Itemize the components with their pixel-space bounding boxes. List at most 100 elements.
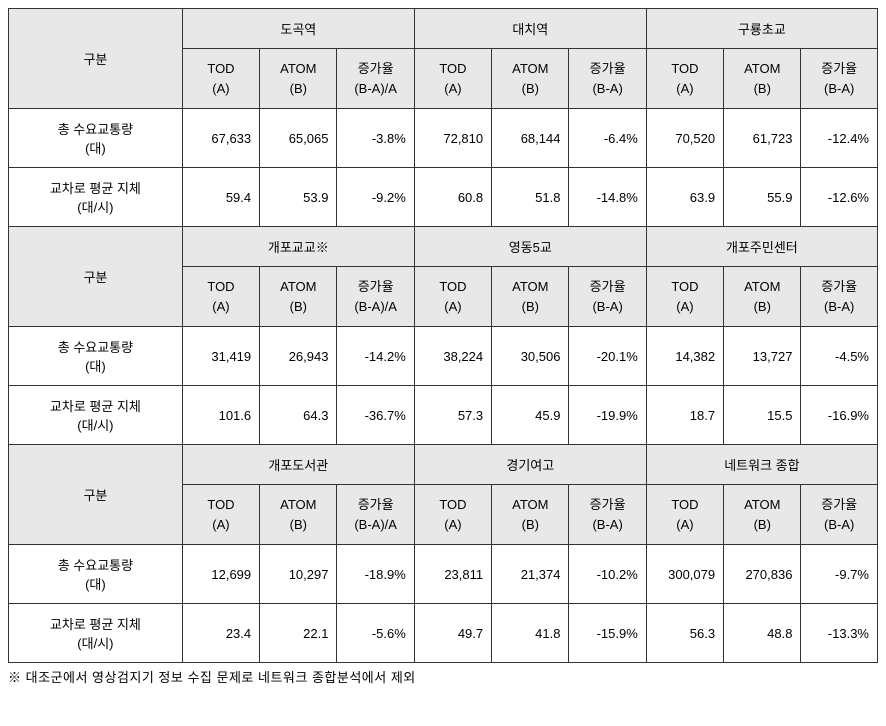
- footnote-text: ※ 대조군에서 영상검지기 정보 수집 문제로 네트워크 종합분석에서 제외: [8, 667, 878, 686]
- data-cell: 72,810: [414, 109, 491, 168]
- tod-header: TOD(A): [646, 49, 723, 109]
- data-cell: 48.8: [724, 604, 801, 663]
- location-header: 대치역: [414, 9, 646, 49]
- category-header: 구분: [9, 227, 183, 327]
- data-cell: -14.8%: [569, 168, 646, 227]
- data-cell: 26,943: [260, 327, 337, 386]
- data-cell: -3.8%: [337, 109, 414, 168]
- location-header: 영동5교: [414, 227, 646, 267]
- data-cell: -6.4%: [569, 109, 646, 168]
- data-cell: 59.4: [182, 168, 259, 227]
- atom-header: ATOM(B): [492, 267, 569, 327]
- category-header: 구분: [9, 9, 183, 109]
- data-cell: 14,382: [646, 327, 723, 386]
- data-cell: 23.4: [182, 604, 259, 663]
- row-label: 교차로 평균 지체(대/시): [9, 386, 183, 445]
- location-header: 개포도서관: [182, 445, 414, 485]
- tod-header: TOD(A): [182, 49, 259, 109]
- row-label: 교차로 평균 지체(대/시): [9, 604, 183, 663]
- data-cell: -36.7%: [337, 386, 414, 445]
- data-cell: -14.2%: [337, 327, 414, 386]
- data-row: 교차로 평균 지체(대/시)101.664.3-36.7%57.345.9-19…: [9, 386, 878, 445]
- atom-header: ATOM(B): [260, 485, 337, 545]
- row-label: 총 수요교통량(대): [9, 327, 183, 386]
- data-cell: 60.8: [414, 168, 491, 227]
- header-row-locations: 구분개포교교※영동5교개포주민센터: [9, 227, 878, 267]
- rate-header: 증가율(B-A): [801, 485, 878, 545]
- data-cell: 38,224: [414, 327, 491, 386]
- data-cell: 45.9: [492, 386, 569, 445]
- data-cell: 51.8: [492, 168, 569, 227]
- row-label: 총 수요교통량(대): [9, 109, 183, 168]
- traffic-comparison-table: 구분도곡역대치역구룡초교TOD(A)ATOM(B)증가율(B-A)/ATOD(A…: [8, 8, 878, 663]
- atom-header: ATOM(B): [260, 49, 337, 109]
- tod-header: TOD(A): [414, 485, 491, 545]
- rate-header: 증가율(B-A)/A: [337, 49, 414, 109]
- data-cell: 65,065: [260, 109, 337, 168]
- data-cell: 12,699: [182, 545, 259, 604]
- data-cell: -4.5%: [801, 327, 878, 386]
- data-cell: 61,723: [724, 109, 801, 168]
- data-cell: 63.9: [646, 168, 723, 227]
- rate-header: 증가율(B-A): [801, 267, 878, 327]
- table-body: 구분도곡역대치역구룡초교TOD(A)ATOM(B)증가율(B-A)/ATOD(A…: [9, 9, 878, 663]
- data-cell: 49.7: [414, 604, 491, 663]
- rate-header: 증가율(B-A): [569, 267, 646, 327]
- data-cell: 300,079: [646, 545, 723, 604]
- location-header: 네트워크 종합: [646, 445, 877, 485]
- rate-header: 증가율(B-A): [569, 49, 646, 109]
- data-cell: -9.7%: [801, 545, 878, 604]
- atom-header: ATOM(B): [260, 267, 337, 327]
- data-cell: 70,520: [646, 109, 723, 168]
- data-cell: 68,144: [492, 109, 569, 168]
- data-cell: 18.7: [646, 386, 723, 445]
- data-cell: 41.8: [492, 604, 569, 663]
- tod-header: TOD(A): [182, 267, 259, 327]
- data-row: 총 수요교통량(대)12,69910,297-18.9%23,81121,374…: [9, 545, 878, 604]
- atom-header: ATOM(B): [492, 485, 569, 545]
- data-row: 총 수요교통량(대)67,63365,065-3.8%72,81068,144-…: [9, 109, 878, 168]
- location-header: 도곡역: [182, 9, 414, 49]
- data-cell: 30,506: [492, 327, 569, 386]
- data-cell: -12.4%: [801, 109, 878, 168]
- atom-header: ATOM(B): [724, 485, 801, 545]
- data-cell: -18.9%: [337, 545, 414, 604]
- rate-header: 증가율(B-A): [801, 49, 878, 109]
- data-cell: 64.3: [260, 386, 337, 445]
- data-row: 총 수요교통량(대)31,41926,943-14.2%38,22430,506…: [9, 327, 878, 386]
- atom-header: ATOM(B): [724, 267, 801, 327]
- atom-header: ATOM(B): [724, 49, 801, 109]
- location-header: 경기여고: [414, 445, 646, 485]
- header-row-locations: 구분개포도서관경기여고네트워크 종합: [9, 445, 878, 485]
- rate-header: 증가율(B-A): [569, 485, 646, 545]
- location-header: 개포교교※: [182, 227, 414, 267]
- header-row-locations: 구분도곡역대치역구룡초교: [9, 9, 878, 49]
- data-cell: 270,836: [724, 545, 801, 604]
- data-cell: 67,633: [182, 109, 259, 168]
- data-cell: -13.3%: [801, 604, 878, 663]
- category-header: 구분: [9, 445, 183, 545]
- row-label: 교차로 평균 지체(대/시): [9, 168, 183, 227]
- data-cell: 10,297: [260, 545, 337, 604]
- data-cell: 56.3: [646, 604, 723, 663]
- tod-header: TOD(A): [646, 267, 723, 327]
- atom-header: ATOM(B): [492, 49, 569, 109]
- tod-header: TOD(A): [182, 485, 259, 545]
- data-cell: -9.2%: [337, 168, 414, 227]
- data-cell: -20.1%: [569, 327, 646, 386]
- data-cell: -12.6%: [801, 168, 878, 227]
- data-cell: -5.6%: [337, 604, 414, 663]
- data-cell: -16.9%: [801, 386, 878, 445]
- data-cell: -19.9%: [569, 386, 646, 445]
- data-cell: -10.2%: [569, 545, 646, 604]
- data-cell: 31,419: [182, 327, 259, 386]
- data-cell: 57.3: [414, 386, 491, 445]
- data-cell: 53.9: [260, 168, 337, 227]
- data-cell: 21,374: [492, 545, 569, 604]
- row-label: 총 수요교통량(대): [9, 545, 183, 604]
- data-cell: 23,811: [414, 545, 491, 604]
- data-cell: 22.1: [260, 604, 337, 663]
- location-header: 구룡초교: [646, 9, 877, 49]
- data-cell: 15.5: [724, 386, 801, 445]
- data-row: 교차로 평균 지체(대/시)23.422.1-5.6%49.741.8-15.9…: [9, 604, 878, 663]
